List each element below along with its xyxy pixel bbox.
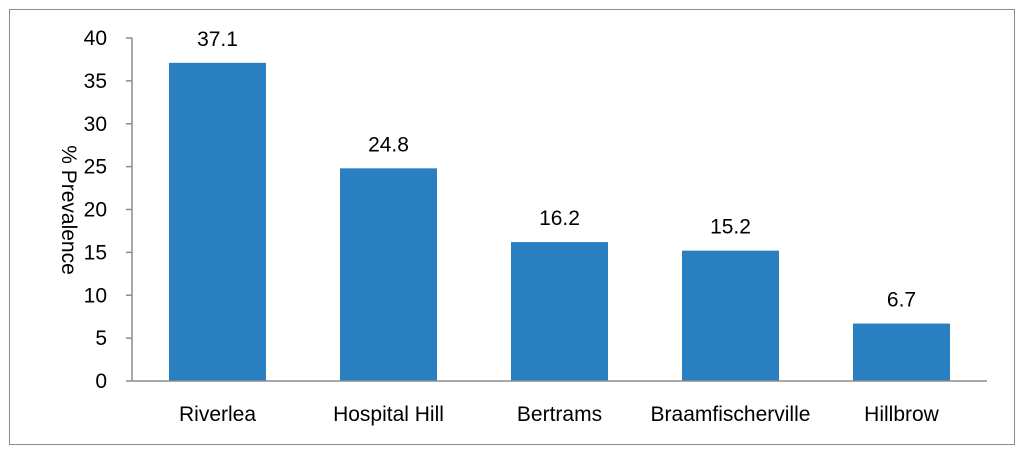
y-tick-label: 35	[84, 70, 107, 93]
y-tick-label: 0	[95, 370, 107, 393]
x-tick-label: Hospital Hill	[333, 403, 444, 426]
x-tick-label: Braamfischerville	[651, 403, 811, 426]
bar-braamfischerville	[682, 250, 779, 381]
y-tick-label: 40	[84, 27, 107, 50]
bar-hospital-hill	[340, 168, 437, 381]
y-axis-title: % Prevalence	[57, 145, 80, 275]
y-tick-label: 25	[84, 156, 107, 179]
bars	[169, 62, 950, 382]
bar-hillbrow	[853, 323, 950, 381]
x-tick-label: Bertrams	[517, 403, 602, 426]
data-label: 37.1	[197, 28, 238, 51]
data-label: 15.2	[710, 216, 751, 239]
x-tick-label: Riverlea	[179, 403, 256, 426]
data-label: 6.7	[887, 289, 916, 312]
y-tick-label: 30	[84, 113, 107, 136]
bar-bertrams	[511, 242, 608, 381]
y-tick-label: 15	[84, 241, 107, 264]
y-axis: 0 5 10 15 20 25 30 35 40	[84, 27, 132, 393]
y-tick-label: 10	[84, 284, 107, 307]
x-tick-label: Hillbrow	[864, 403, 940, 426]
y-tick-label: 5	[95, 327, 107, 350]
x-axis: Riverlea Hospital Hill Bertrams Braamfische…	[179, 403, 940, 426]
data-label: 16.2	[539, 207, 580, 230]
data-labels: 37.1 24.8 16.2 15.2 6.7	[197, 28, 916, 312]
bar-riverlea	[169, 62, 266, 382]
data-label: 24.8	[368, 133, 409, 156]
y-tick-label: 20	[84, 199, 107, 222]
